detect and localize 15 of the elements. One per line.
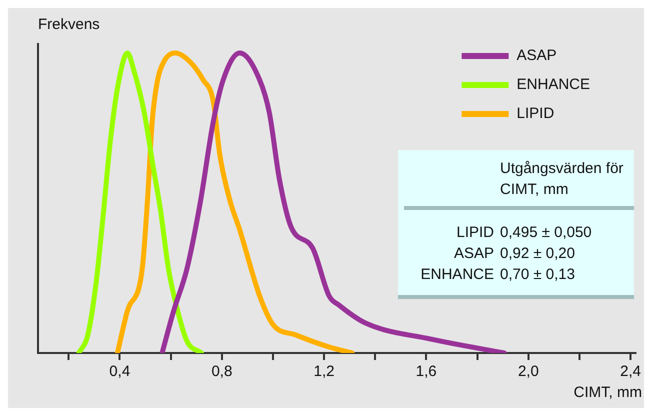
annotation: ASAP 0,92 ± 0,20 bbox=[452, 244, 575, 264]
x-tick-label: 2,0 bbox=[518, 363, 539, 380]
annotation: Utgångsvärden för CIMT, mm bbox=[499, 159, 624, 200]
x-tick-label: 0,8 bbox=[211, 363, 232, 380]
x-tick-label: 1,2 bbox=[314, 363, 334, 380]
legend-label: LIPID bbox=[516, 105, 554, 122]
annotation: ENHANCE 0,70 ± 0,13 bbox=[420, 265, 575, 285]
x-tick-label: 2,4 bbox=[620, 363, 641, 380]
legend-label: ENHANCE bbox=[516, 76, 590, 94]
y-axis-title: Frekvens bbox=[38, 16, 100, 33]
legend-label: ASAP bbox=[516, 47, 557, 64]
x-tick-label: 0,4 bbox=[109, 363, 130, 380]
x-axis-title: CIMT, mm bbox=[574, 384, 642, 401]
annotation: LIPID 0,495 ± 0,050 bbox=[455, 223, 592, 243]
x-tick-label: 1,6 bbox=[416, 363, 437, 380]
